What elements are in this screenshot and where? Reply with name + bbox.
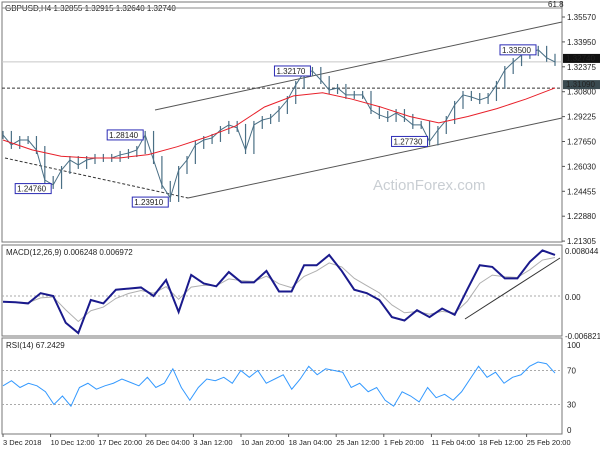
price-tick-label: 1.29225 [567,113,596,122]
panel-frames [1,1,563,435]
dashed-trendline [4,157,189,199]
x-tick-label: 17 Dec 20:00 [98,438,142,447]
upper-channel-line [154,21,563,111]
price-annotation: 1.23910 [134,198,163,207]
level-price-value: 1.31090 [566,80,595,89]
x-tick-label: 3 Jan 12:00 [193,438,232,447]
rsi-label: RSI(14) 67.2429 [6,341,65,350]
x-tick-label: 10 Dec 12:00 [51,438,95,447]
macd-trendline [464,257,561,320]
price-annotation: 1.28140 [109,131,138,140]
price-tick-label: 1.30800 [567,88,596,97]
rsi-axis-label: 100 [567,341,581,350]
moving-average-line [2,87,556,159]
rsi-line [2,361,556,408]
macd-axis-label: 0.00 [565,293,581,302]
x-tick-label: 25 Jan 12:00 [336,438,379,447]
price-annotation: 1.32170 [276,67,305,76]
price-annotation-box [499,44,537,56]
price-annotation-box [106,129,144,141]
macd-line [2,249,556,335]
price-annotation: 1.33500 [502,46,531,55]
fib-label: 61.8 [548,0,564,9]
x-tick-label: 10 Jan 20:00 [241,438,284,447]
level-price-tag [563,80,600,90]
current-price-value: 1.32740 [566,54,595,63]
price-annotation-box [391,135,429,147]
price-tick-label: 1.33950 [567,38,596,47]
x-tick-label: 18 Jan 04:00 [289,438,332,447]
x-tick-label: 26 Dec 04:00 [146,438,190,447]
macd-label: MACD(12,26,9) 0.006248 0.006972 [6,248,133,257]
current-price-tag [563,53,600,63]
x-tick-label: 11 Feb 04:00 [431,438,475,447]
price-tick-label: 1.21305 [567,237,596,246]
price-panel [1,1,563,243]
price-annotation: 1.24760 [17,185,46,194]
x-tick-label: 25 Feb 20:00 [527,438,571,447]
price-tick-label: 1.24455 [567,187,596,196]
rsi-axis-label: 0 [567,426,572,435]
macd-axis-label: 0.008044 [565,247,599,256]
price-annotation: 1.27730 [394,137,423,146]
price-tick-label: 1.35570 [567,13,596,22]
macd-signal-line [2,257,556,323]
price-annotation-box [273,65,311,77]
price-tick-label: 1.22880 [567,212,596,221]
x-tick-label: 3 Dec 2018 [3,438,41,447]
rsi-axis-label: 30 [567,401,576,410]
price-annotation-box [14,183,52,195]
lower-channel-line [187,117,563,199]
macd-axis-label: -0.006821 [565,332,600,341]
price-tick-label: 1.32375 [567,63,596,72]
price-annotation-box [131,196,169,208]
rsi-panel [1,337,563,435]
x-tick-label: 18 Feb 12:00 [479,438,523,447]
price-tick-label: 1.26030 [567,162,596,171]
rsi-axis-label: 70 [567,367,576,376]
x-tick-label: 1 Feb 20:00 [384,438,424,447]
watermark: ActionForex.com [373,177,486,194]
price-tick-label: 1.27650 [567,138,596,147]
macd-panel [1,244,563,337]
